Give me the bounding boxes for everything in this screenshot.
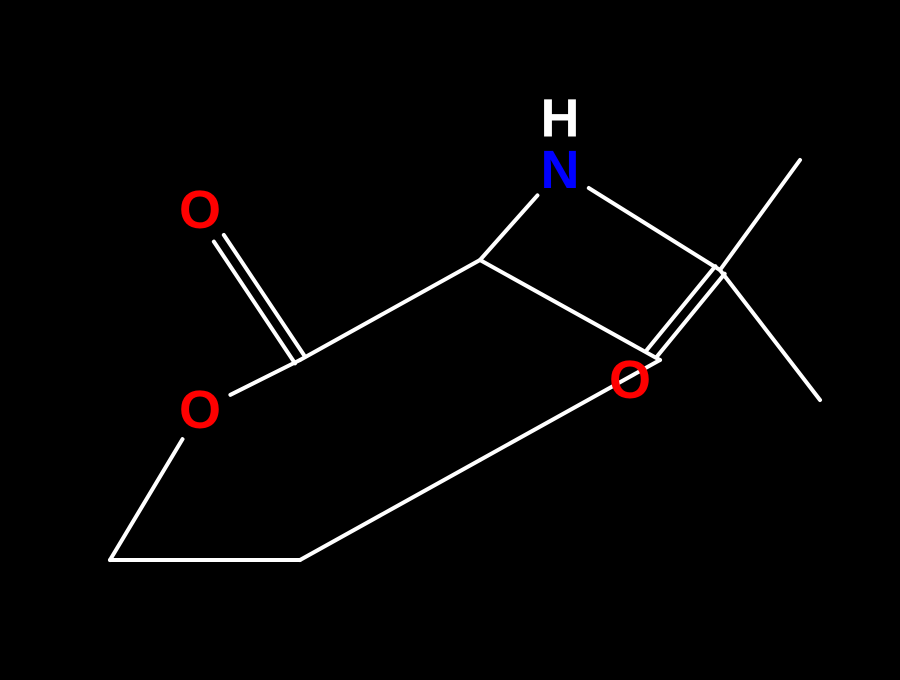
atom-label-n: N <box>541 140 580 200</box>
molecule-diagram: O O NH O <box>0 0 900 680</box>
atom-label-h: H <box>541 89 580 149</box>
atom-label-o: O <box>609 350 651 410</box>
atom-label-o: O <box>179 180 221 240</box>
atom-label-o: O <box>179 380 221 440</box>
